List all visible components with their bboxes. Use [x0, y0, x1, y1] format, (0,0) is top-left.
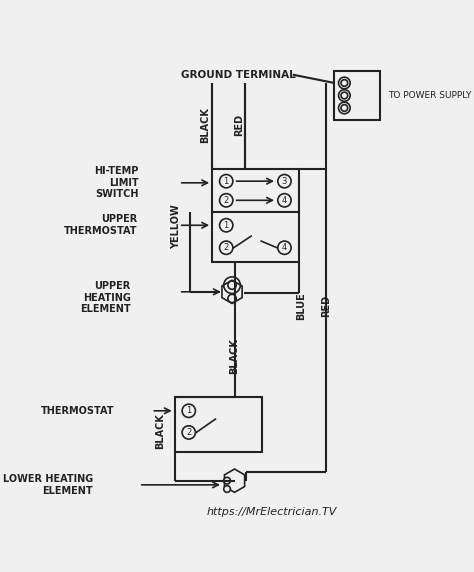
Circle shape — [219, 219, 233, 232]
Text: 2: 2 — [186, 428, 191, 437]
Circle shape — [224, 478, 230, 484]
Text: BLACK: BLACK — [155, 413, 164, 448]
Text: BLACK: BLACK — [229, 338, 239, 374]
Text: 1: 1 — [186, 406, 191, 415]
Circle shape — [278, 241, 291, 255]
Text: 1: 1 — [224, 177, 229, 186]
Circle shape — [338, 102, 350, 114]
Text: 4: 4 — [282, 243, 287, 252]
Text: 4: 4 — [282, 196, 287, 205]
Circle shape — [338, 90, 350, 101]
Bar — [174, 398, 262, 451]
Text: BLUE: BLUE — [296, 292, 306, 320]
Circle shape — [278, 194, 291, 207]
Text: RED: RED — [321, 295, 331, 317]
Text: https://MrElectrician.TV: https://MrElectrician.TV — [207, 507, 337, 517]
Circle shape — [219, 241, 233, 255]
Text: 3: 3 — [282, 177, 287, 186]
Text: YELLOW: YELLOW — [171, 205, 181, 249]
Circle shape — [182, 404, 195, 418]
Circle shape — [278, 174, 291, 188]
Circle shape — [341, 92, 348, 99]
Circle shape — [182, 426, 195, 439]
Circle shape — [341, 80, 348, 86]
Bar — [212, 169, 300, 212]
Circle shape — [219, 194, 233, 207]
Text: GROUND TERMINAL: GROUND TERMINAL — [182, 70, 296, 80]
Circle shape — [224, 486, 230, 492]
Circle shape — [228, 295, 236, 303]
Circle shape — [224, 277, 240, 293]
Text: UPPER
THERMOSTAT: UPPER THERMOSTAT — [64, 214, 137, 236]
Text: UPPER
HEATING
ELEMENT: UPPER HEATING ELEMENT — [80, 281, 130, 314]
Circle shape — [338, 77, 350, 89]
Text: LOWER HEATING
ELEMENT: LOWER HEATING ELEMENT — [3, 474, 93, 496]
Bar — [334, 72, 380, 120]
Text: 1: 1 — [224, 221, 229, 230]
Text: TO POWER SUPPLY: TO POWER SUPPLY — [389, 91, 472, 100]
Text: THERMOSTAT: THERMOSTAT — [40, 406, 114, 416]
Text: BLACK: BLACK — [201, 108, 210, 144]
Circle shape — [228, 281, 236, 289]
Text: HI-TEMP
LIMIT
SWITCH: HI-TEMP LIMIT SWITCH — [94, 166, 139, 200]
Text: RED: RED — [235, 114, 245, 137]
Circle shape — [341, 105, 348, 112]
Text: 2: 2 — [224, 243, 229, 252]
Text: 2: 2 — [224, 196, 229, 205]
Bar — [212, 212, 300, 262]
Circle shape — [219, 174, 233, 188]
